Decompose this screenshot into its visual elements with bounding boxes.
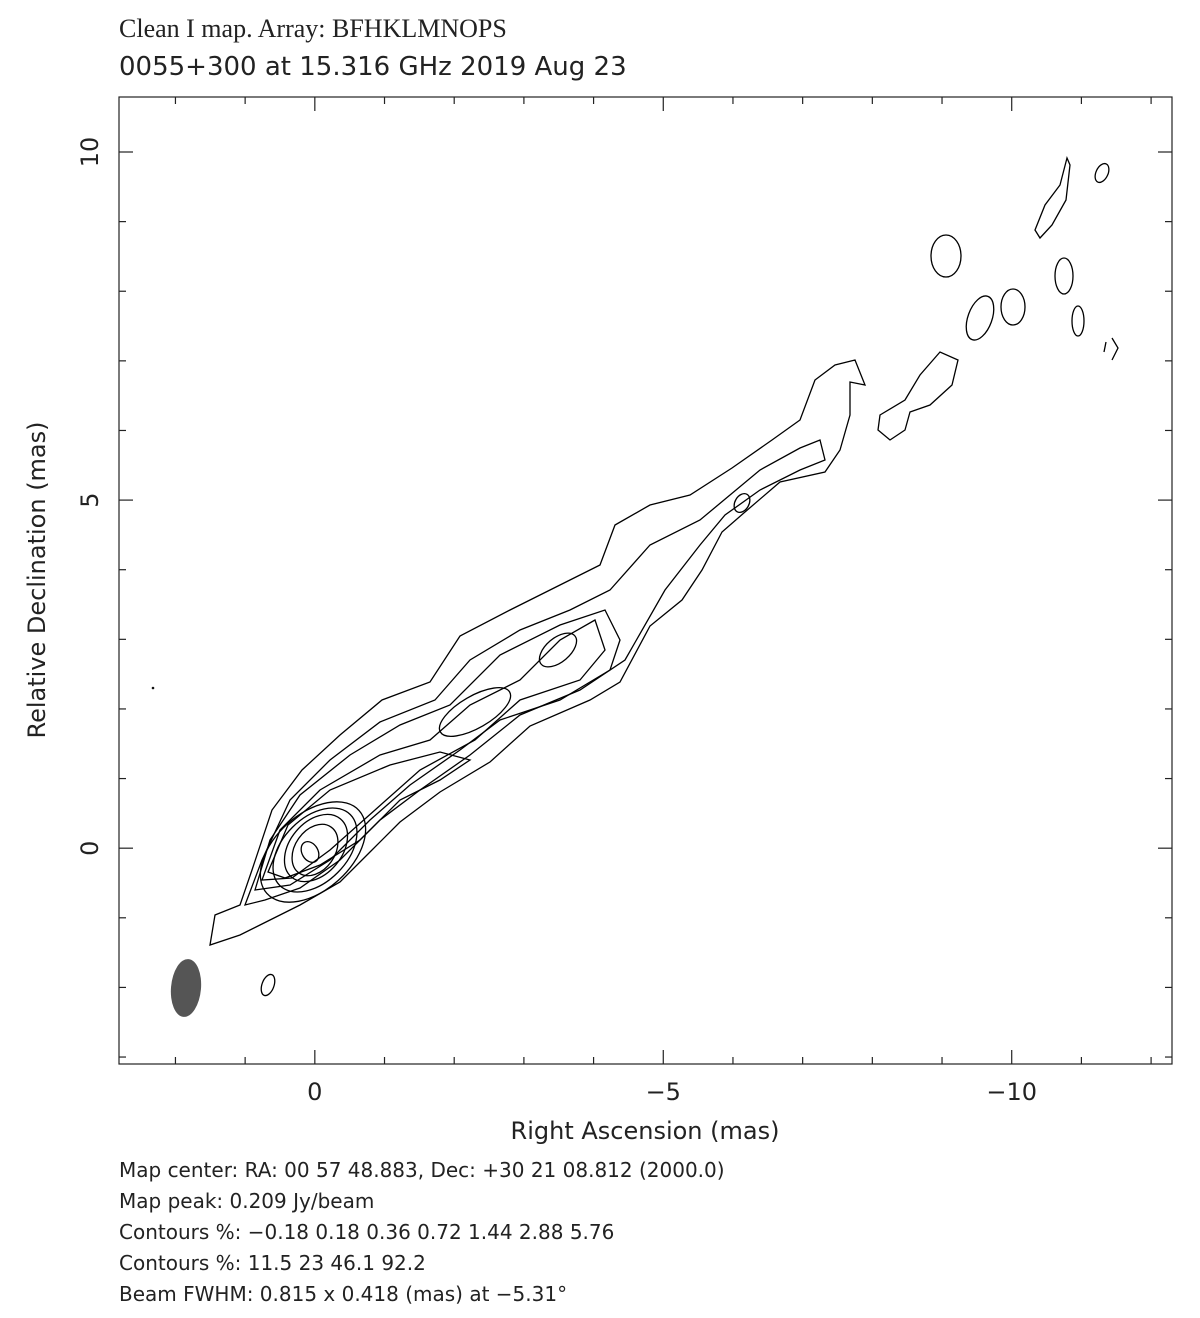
contours <box>151 155 1119 997</box>
x-axis-label: Right Ascension (mas) <box>511 1117 780 1145</box>
contour <box>267 751 472 879</box>
chart-subtitle: 0055+300 at 15.316 GHz 2019 Aug 23 <box>119 52 627 82</box>
contour <box>1034 155 1071 240</box>
footer-note: Contours %: 11.5 23 46.1 92.2 <box>119 1251 426 1275</box>
contour <box>254 609 621 891</box>
y-tick-label: 10 <box>76 137 104 168</box>
contour <box>291 823 339 877</box>
y-axis-label: Relative Declination (mas) <box>23 421 51 738</box>
contour <box>1000 288 1026 326</box>
beam <box>170 959 202 1017</box>
contour <box>965 295 995 341</box>
footer-note: Beam FWHM: 0.815 x 0.418 (mas) at −5.31° <box>119 1282 567 1306</box>
contour <box>151 686 155 690</box>
contour <box>209 359 867 946</box>
contour <box>930 234 962 278</box>
contour <box>260 973 276 997</box>
contour <box>259 801 367 903</box>
x-tick-label: 0 <box>307 1078 322 1106</box>
contour <box>1071 305 1085 337</box>
contour <box>438 687 512 737</box>
contour <box>733 493 751 513</box>
x-tick-label: −10 <box>986 1078 1037 1106</box>
contour <box>300 841 320 863</box>
footer-note: Map peak: 0.209 Jy/beam <box>119 1189 374 1213</box>
contour <box>1103 337 1119 361</box>
contour <box>538 632 578 668</box>
chart-title: Clean I map. Array: BFHKLMNOPS <box>119 14 507 43</box>
footer-note: Map center: RA: 00 57 48.883, Dec: +30 2… <box>119 1158 725 1182</box>
contour <box>1094 162 1110 184</box>
contour <box>272 807 358 893</box>
contour <box>261 619 606 881</box>
footer-note: Contours %: −0.18 0.18 0.36 0.72 1.44 2.… <box>119 1220 614 1244</box>
contour <box>283 813 349 883</box>
contour <box>1054 257 1074 295</box>
contour <box>877 351 959 441</box>
y-tick-label: 5 <box>76 492 104 507</box>
contour <box>243 439 826 906</box>
plot-frame <box>118 96 1173 1065</box>
x-tick-label: −5 <box>646 1078 681 1106</box>
y-tick-label: 0 <box>76 841 104 856</box>
